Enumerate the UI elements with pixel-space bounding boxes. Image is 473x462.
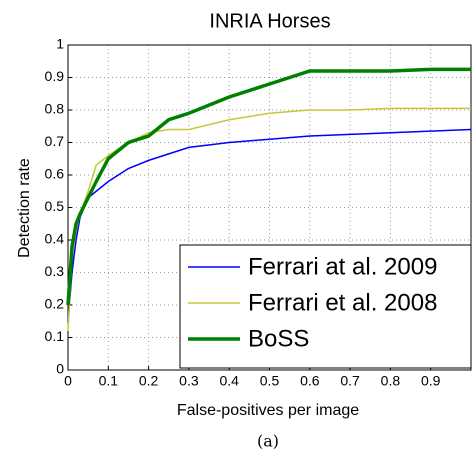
y-tick-label: 0.6 <box>45 166 65 182</box>
y-tick-label: 0.1 <box>45 328 65 344</box>
x-tick-label: 0.3 <box>179 373 199 389</box>
y-tick-label: 0 <box>56 361 64 377</box>
x-tick-label: 0.5 <box>260 373 280 389</box>
y-tick-label: 0.9 <box>45 68 65 84</box>
x-tick-label: 0 <box>64 373 72 389</box>
x-tick-label: 0.1 <box>99 373 119 389</box>
y-axis-label: Detection rate <box>16 158 33 258</box>
x-tick-label: 0.9 <box>421 373 441 389</box>
y-tick-label: 0.8 <box>45 101 65 117</box>
x-tick-label: 0.6 <box>300 373 320 389</box>
y-tick-label: 0.5 <box>45 198 65 214</box>
x-tick-label: 0.2 <box>139 373 159 389</box>
caption: (a) <box>257 432 279 451</box>
y-tick-label: 1 <box>56 36 64 52</box>
x-tick-label: 0.4 <box>219 373 239 389</box>
plot-frame <box>67 44 472 371</box>
legend-box <box>179 244 472 369</box>
legend-label: Ferrari at al. 2009 <box>248 253 437 280</box>
x-tick-label: 0.8 <box>381 373 401 389</box>
series-line <box>66 67 471 306</box>
legend-label: Ferrari et al. 2008 <box>248 289 437 316</box>
x-axis-label: False-positives per image <box>177 402 359 419</box>
y-tick-label: 0.2 <box>45 296 65 312</box>
y-tick-label: 0.7 <box>45 133 65 149</box>
x-tick-label: 0.7 <box>340 373 360 389</box>
y-tick-label: 0.4 <box>45 231 65 247</box>
chart-title: INRIA Horses <box>209 10 330 32</box>
legend-label: BoSS <box>248 325 309 352</box>
series-line <box>67 128 472 322</box>
y-tick-label: 0.3 <box>45 263 65 279</box>
